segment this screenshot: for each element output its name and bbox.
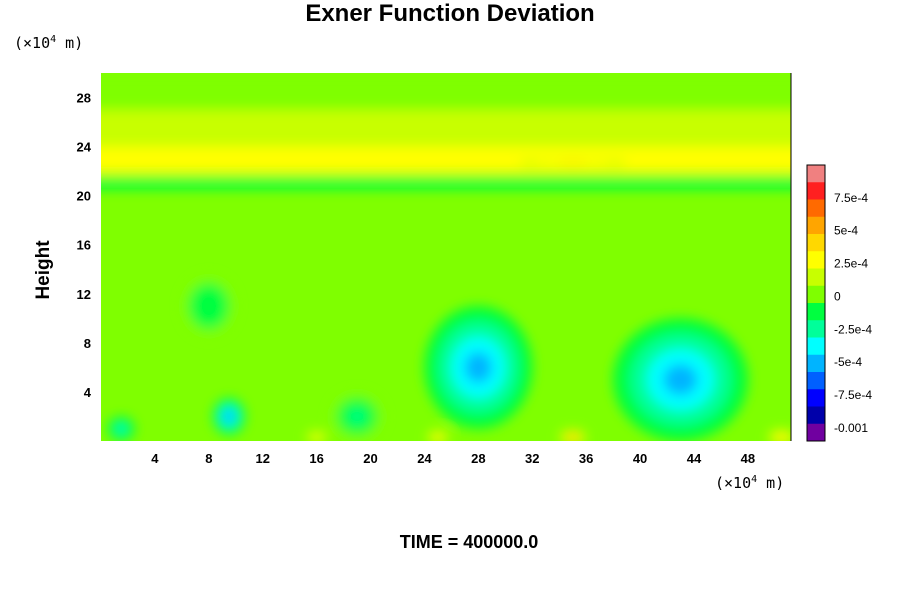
field-blob-6-ring-3 [569,435,577,440]
colorbar-tick-label: 5e-4 [834,224,858,238]
x-tick-label: 36 [579,451,593,466]
field-blob-5-ring-3 [202,298,216,314]
y-tick-label: 20 [77,189,91,204]
chart-title: Exner Function Deviation [305,0,595,27]
colorbar-swatch [807,354,825,373]
x-tick-label: 28 [471,451,485,466]
field-blob-10-ring-3 [559,161,587,164]
colorbar-swatch [807,234,825,252]
colorbar-tick-label: 2.5e-4 [834,257,868,271]
colorbar-tick-label: -7.5e-4 [834,388,872,402]
colorbar-tick-label: -2.5e-4 [834,322,872,336]
y-tick-label: 24 [77,140,92,155]
field-blob-9-ring-3 [313,435,320,439]
colorbar-swatch [807,268,825,287]
colorbar-swatch [807,182,825,200]
field-layer-1 [101,144,791,174]
colorbar-swatch [807,216,825,235]
colorbar-tick-label: 7.5e-4 [834,191,868,205]
x-tick-label: 16 [309,451,323,466]
field-layer-3 [101,73,791,110]
colorbar-tick-label: -0.001 [834,421,868,435]
field-blob-7-ring-3 [435,435,441,439]
colorbar: 7.5e-4 5e-4 2.5e-4 0 -2.5e-4 -5e-4 -7.5e-4 -0.0… [806,164,872,442]
x-tick-label: 12 [255,451,269,466]
colorbar-swatch [807,337,825,356]
field-features [101,73,791,441]
colorbar-swatch [807,406,825,425]
x-tick-label: 20 [363,451,377,466]
x-tick-label: 48 [741,451,755,466]
time-label: TIME = 400000.0 [399,532,539,552]
colorbar-swatch [807,303,825,321]
field-layer-2 [101,109,791,147]
colorbar-tick-label: 0 [834,289,841,303]
y-axis-unit: (×104 m) [14,34,84,52]
field-blob-0-ring-3 [464,352,492,383]
x-tick-label: 44 [687,451,702,466]
y-tick-label: 4 [84,385,92,400]
x-tick-label: 4 [151,451,159,466]
colorbar-swatch [807,423,825,442]
field-blob-3-ring-3 [117,425,125,432]
y-tick-label: 28 [77,91,91,106]
x-axis-unit: (×104 m) [715,474,785,492]
colorbar-swatch [807,372,825,390]
field-blob-2-ring-3 [224,411,234,422]
field-blob-1-ring-3 [663,364,698,395]
colorbar-swatch [807,165,825,183]
colorbar-swatch [807,389,825,407]
colorbar-tick-label: -5e-4 [834,355,862,369]
colorbar-swatch [807,199,825,218]
x-tick-label: 32 [525,451,539,466]
y-tick-labels: 4 8 12 16 20 24 28 [77,91,92,400]
x-tick-label: 8 [205,451,212,466]
plot-area [101,73,791,441]
y-tick-label: 12 [77,287,91,302]
colorbar-swatch [807,251,825,269]
field-layer-0 [101,177,791,190]
y-tick-label: 16 [77,238,91,253]
colorbar-swatch [807,320,825,338]
y-tick-label: 8 [84,336,91,351]
x-tick-labels: 4 8 12 16 20 24 28 32 36 40 44 48 [151,451,755,466]
field-blob-8-ring-3 [778,435,785,440]
colorbar-swatch [807,285,825,304]
x-tick-label: 24 [417,451,432,466]
x-tick-label: 40 [633,451,647,466]
colorbar-frame [806,164,826,442]
field-blob-4-ring-3 [350,410,364,423]
